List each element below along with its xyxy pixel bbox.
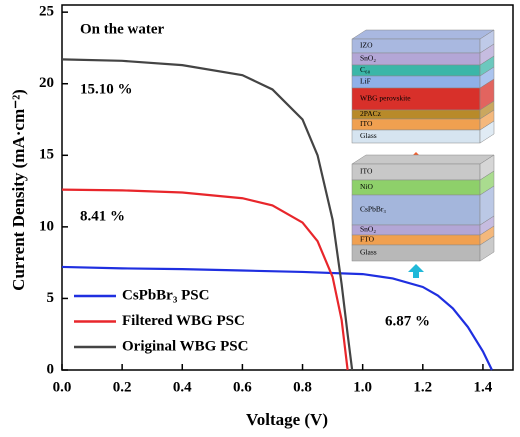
y-tick-label: 5	[47, 290, 55, 306]
arrow	[408, 264, 424, 278]
x-tick-label: 1.0	[353, 379, 372, 395]
layer-label: SnO₂	[360, 54, 376, 63]
layer-label: IZO	[360, 41, 373, 50]
plot-frame	[61, 4, 514, 371]
layer-label: WBG perovskite	[360, 94, 411, 103]
layer-label: CsPbBr₃	[360, 205, 386, 214]
stack-top	[351, 29, 495, 40]
y-tick-label: 20	[39, 75, 54, 91]
layer-label: 2PACz	[360, 109, 382, 118]
x-tick-label: 0.0	[53, 379, 72, 395]
annotation: On the water	[80, 21, 164, 37]
stack-layer	[351, 75, 481, 89]
layer-label: C₆₀	[360, 65, 371, 74]
layer-label: Glass	[360, 248, 377, 257]
stack-layer	[351, 194, 481, 226]
y-axis-label: Current Density (mA·cm⁻²)	[9, 89, 28, 291]
layer-label: ITO	[360, 167, 373, 176]
layer-label: ITO	[360, 119, 373, 128]
x-tick-label: 0.6	[233, 379, 252, 395]
layer-label: SnO₂	[360, 225, 376, 234]
series-line	[61, 58, 354, 371]
y-tick-label: 25	[39, 4, 54, 20]
layer-label: FTO	[360, 235, 375, 244]
annotation: 15.10 %	[80, 81, 133, 97]
layer-label: NiO	[360, 182, 374, 191]
y-tick-label: 15	[39, 147, 54, 163]
stack-layer	[351, 64, 481, 77]
x-tick-label: 0.4	[173, 379, 192, 395]
x-tick-label: 1.2	[413, 379, 432, 395]
annotation: 8.41 %	[80, 208, 125, 224]
layer-label: Glass	[360, 131, 377, 140]
x-tick-label: 0.2	[113, 379, 132, 395]
legend-label: CsPbBr₃ PSC	[122, 287, 209, 303]
x-tick-label: 0.8	[293, 379, 312, 395]
layer-label: LiF	[360, 77, 371, 86]
y-tick-label: 10	[39, 218, 54, 234]
series-line	[61, 265, 493, 371]
annotation: 6.87 %	[385, 313, 430, 329]
legend-label: Filtered WBG PSC	[122, 313, 245, 329]
stack-top	[351, 154, 495, 165]
y-tick-label: 0	[47, 361, 55, 377]
legend-label: Original WBG PSC	[122, 338, 248, 354]
series-line	[61, 188, 349, 371]
stack-side	[479, 235, 495, 262]
x-axis-label: Voltage (V)	[246, 410, 328, 429]
x-tick-label: 1.4	[474, 379, 493, 395]
stack-side	[479, 120, 495, 144]
